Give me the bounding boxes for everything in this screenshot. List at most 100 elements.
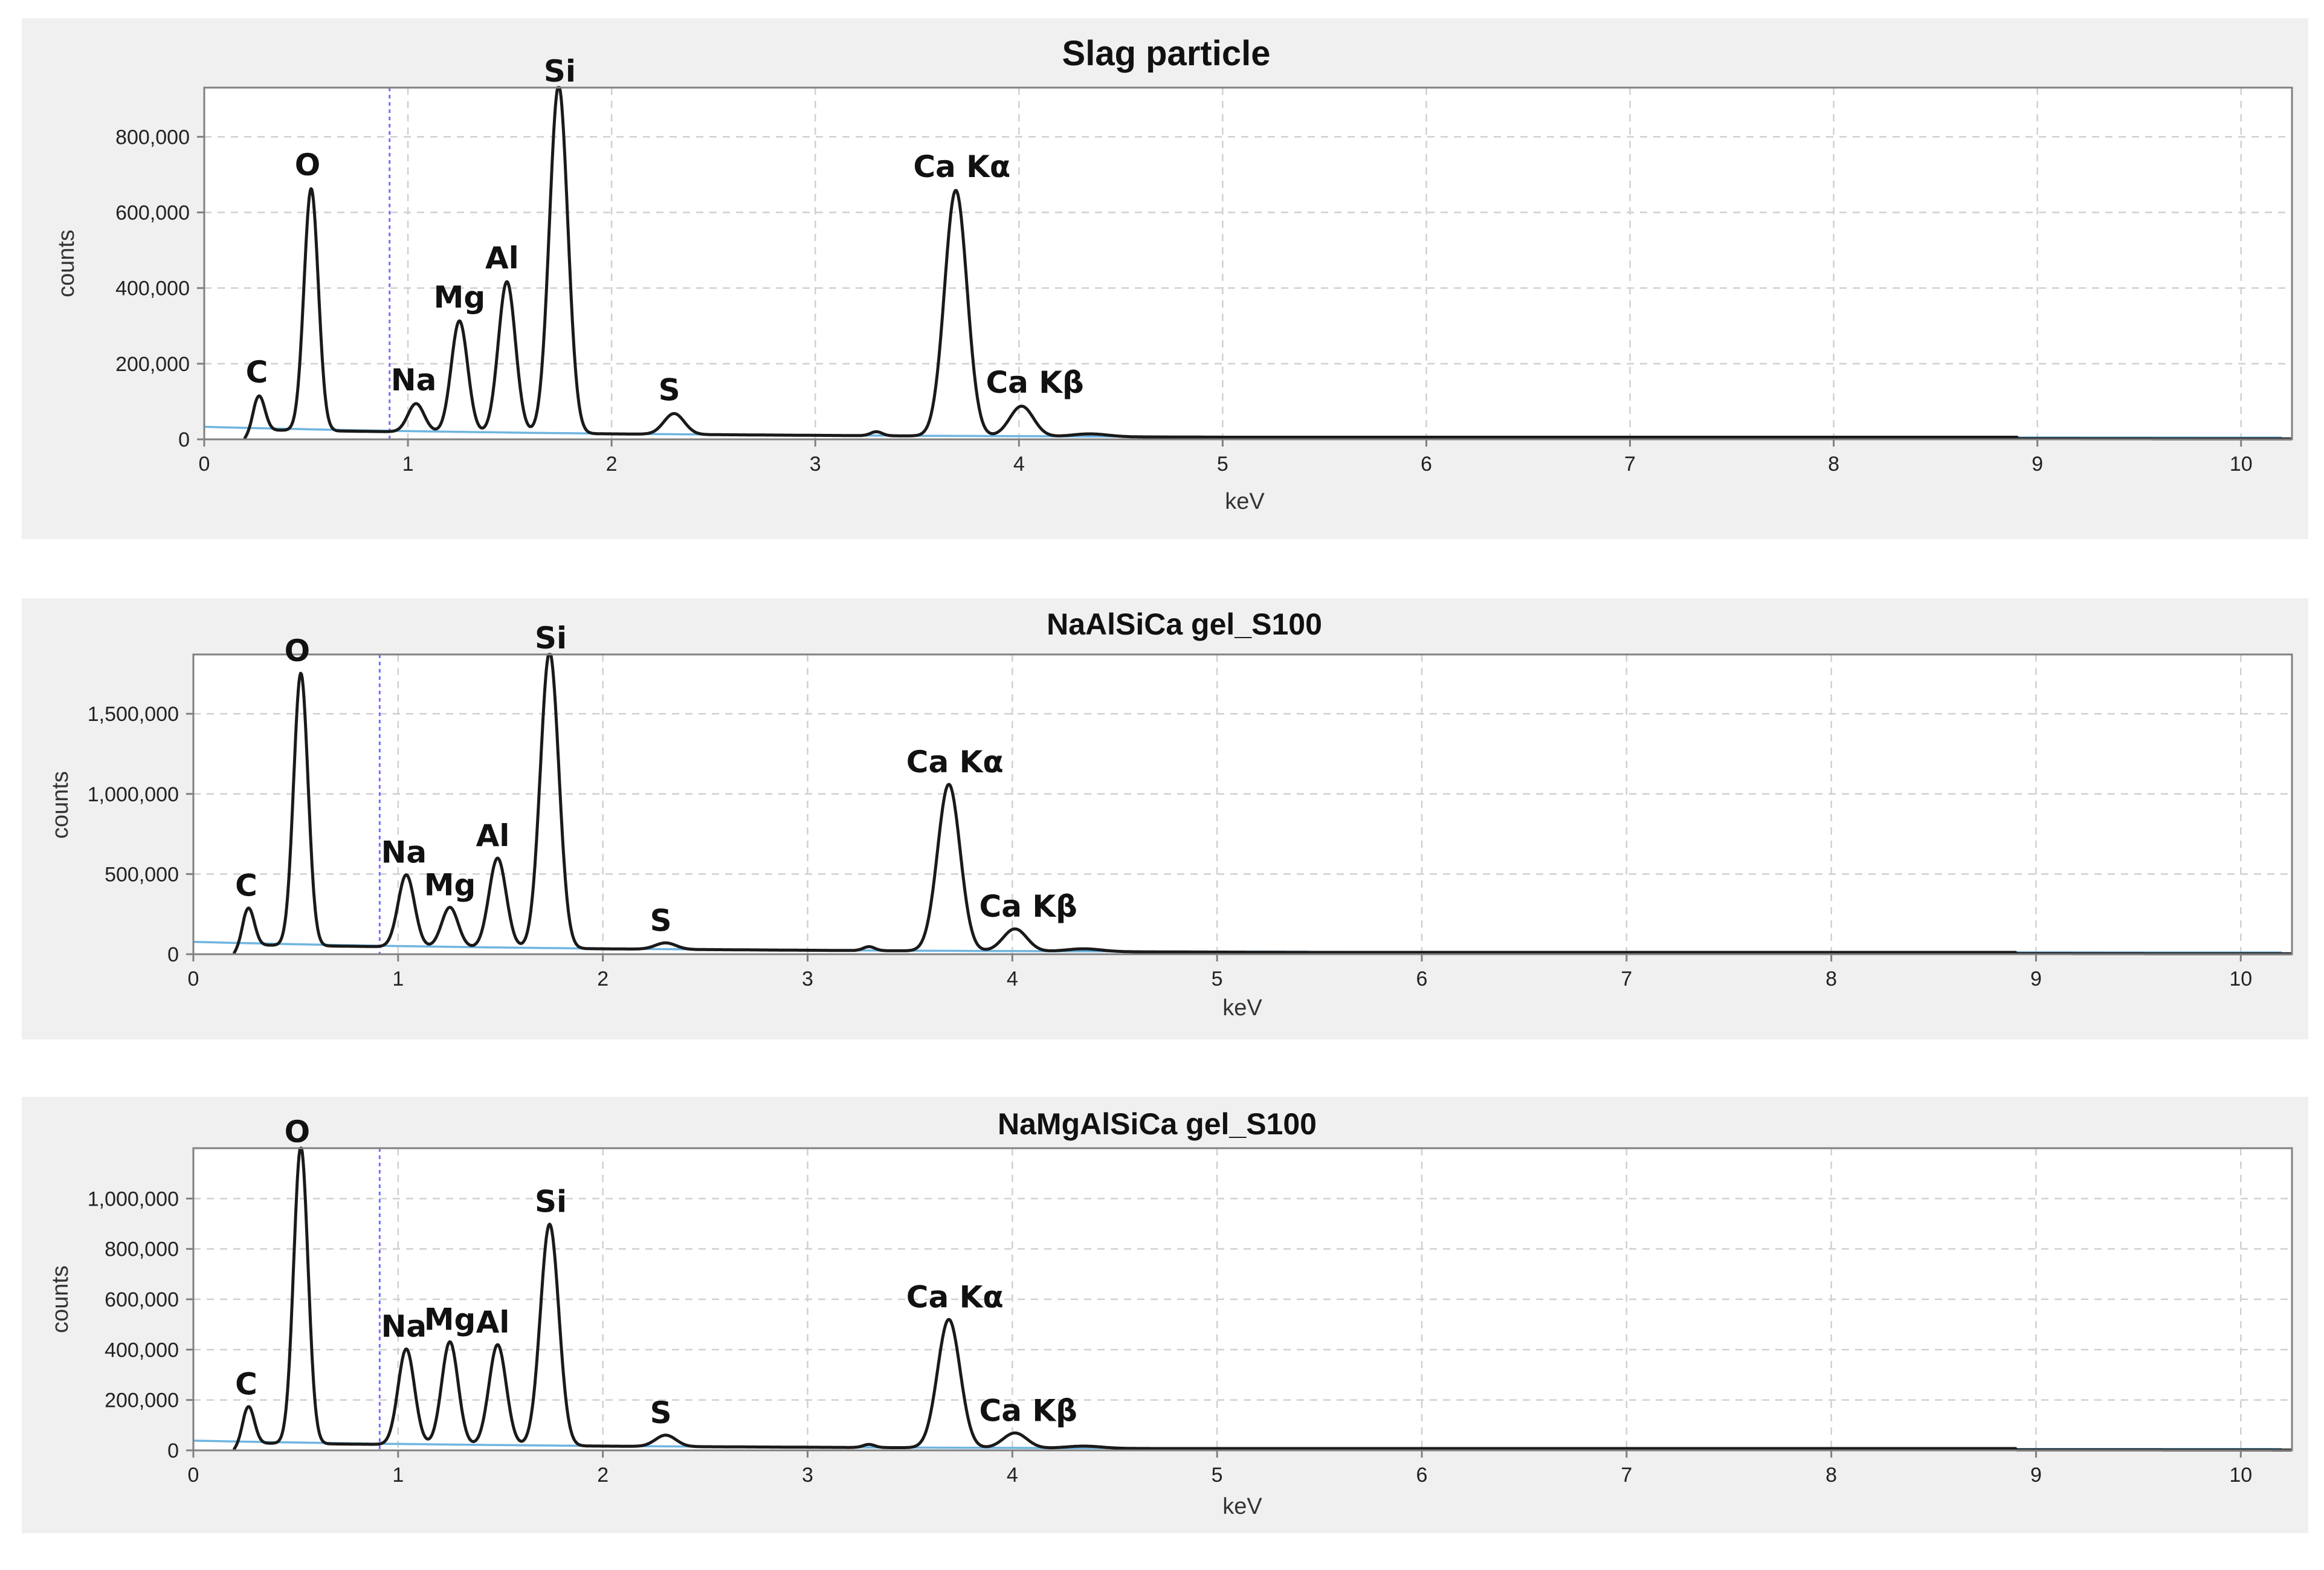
spectrum-line <box>233 1146 2293 1452</box>
peak-label: Ca Kβ <box>986 365 1083 400</box>
peak-label: Ca Kβ <box>980 1393 1077 1428</box>
peak-label: Al <box>485 241 519 276</box>
peak-label: O <box>285 1114 311 1149</box>
x-tick-label: 1 <box>392 1464 404 1487</box>
peak-label: Mg <box>434 280 486 315</box>
grid-lines <box>193 1148 2292 1450</box>
peak-label: Ca Kα <box>906 745 1004 780</box>
x-tick-label: 4 <box>1007 968 1018 990</box>
x-tick-label: 4 <box>1007 1464 1018 1487</box>
x-axis-label: keV <box>1222 1494 1262 1519</box>
chart-title: NaAlSiCa gel_S100 <box>1047 607 1322 641</box>
peak-label: Mg <box>424 1302 476 1337</box>
peak-label: C <box>235 1367 257 1402</box>
chart-panel-namgalsica: 0 1 2 3 4 5 6 7 8 9 10 0 200,000 400,000 600,000 800,0… <box>22 1097 2308 1533</box>
y-tick-label: 600,000 <box>105 1288 179 1311</box>
y-tick-label: 200,000 <box>115 353 190 376</box>
y-tick-label: 400,000 <box>105 1339 179 1362</box>
x-tick-label: 0 <box>188 968 199 990</box>
peak-labels: C O Na Mg Al Si S Ca Kα Ca Kβ <box>246 54 1084 407</box>
y-tick-label: 500,000 <box>105 863 179 886</box>
x-axis-ticks: 0 1 2 3 4 5 6 7 8 9 10 <box>199 439 2253 476</box>
x-axis-ticks: 0 1 2 3 4 5 6 7 8 9 10 <box>188 954 2252 990</box>
x-tick-label: 7 <box>1621 1464 1632 1487</box>
x-tick-label: 2 <box>597 968 608 990</box>
x-tick-label: 10 <box>2230 453 2253 476</box>
y-tick-label: 1,000,000 <box>88 1187 179 1210</box>
y-tick-label: 0 <box>178 428 190 451</box>
y-axis-label: counts <box>48 1265 73 1333</box>
chart-title: NaMgAlSiCa gel_S100 <box>998 1107 1317 1141</box>
x-tick-label: 9 <box>2030 1464 2042 1487</box>
y-axis-ticks: 0 500,000 1,000,000 1,500,000 <box>88 703 193 966</box>
y-tick-label: 1,000,000 <box>88 783 179 806</box>
peak-label: Na <box>391 363 437 398</box>
x-tick-label: 1 <box>402 453 414 476</box>
spectrum-line <box>243 86 2293 441</box>
peak-label: Al <box>476 818 510 853</box>
peak-labels: C O NaMgAl Si S Ca Kα Ca Kβ <box>235 621 1077 938</box>
y-axis-ticks: 0 200,000 400,000 600,000 800,000 1,000,000 <box>88 1187 193 1462</box>
x-tick-label: 4 <box>1013 453 1025 476</box>
x-tick-label: 9 <box>2032 453 2043 476</box>
x-tick-label: 6 <box>1421 453 1432 476</box>
peak-label: S <box>659 372 680 407</box>
plot-border <box>203 86 2293 441</box>
x-tick-label: 2 <box>606 453 618 476</box>
peak-label: Si <box>535 1184 567 1219</box>
x-tick-label: 3 <box>802 968 813 990</box>
peak-label: Na <box>381 835 427 870</box>
y-axis-ticks: 0 200,000 400,000 600,000 800,000 <box>115 126 204 451</box>
y-tick-label: 200,000 <box>105 1389 179 1412</box>
y-tick-label: 1,500,000 <box>88 703 179 726</box>
peak-label: Ca Kα <box>913 149 1010 184</box>
x-tick-label: 8 <box>1825 1464 1837 1487</box>
x-tick-label: 10 <box>2229 968 2252 990</box>
x-tick-label: 8 <box>1825 968 1837 990</box>
x-tick-label: 7 <box>1624 453 1636 476</box>
x-tick-label: 10 <box>2229 1464 2252 1487</box>
peak-label: Na <box>381 1309 427 1344</box>
x-tick-label: 0 <box>188 1464 199 1487</box>
peak-label: Ca Kα <box>906 1279 1004 1314</box>
x-tick-label: 9 <box>2030 968 2042 990</box>
x-tick-label: 3 <box>810 453 821 476</box>
peak-label: C <box>235 868 257 903</box>
peak-label: Ca Kβ <box>980 889 1077 924</box>
x-axis-label: keV <box>1222 995 1262 1021</box>
x-tick-label: 3 <box>802 1464 813 1487</box>
x-tick-label: 2 <box>597 1464 608 1487</box>
peak-label: S <box>650 1395 672 1430</box>
x-axis-ticks: 0 1 2 3 4 5 6 7 8 9 10 <box>188 1450 2252 1487</box>
y-tick-label: 600,000 <box>115 202 190 225</box>
x-tick-label: 5 <box>1212 1464 1223 1487</box>
chart-panel-naalsica: 0 1 2 3 4 5 6 7 8 9 10 0500,0001,000,0001,500,000 … <box>22 598 2308 1039</box>
y-axis-label: counts <box>48 771 73 839</box>
y-tick-label: 800,000 <box>105 1238 179 1261</box>
peak-label: Mg <box>424 867 476 902</box>
x-tick-label: 0 <box>199 453 210 476</box>
x-tick-label: 5 <box>1217 453 1228 476</box>
y-axis-label: counts <box>54 230 79 297</box>
chart-title: Slag particle <box>1062 34 1271 73</box>
plot-border <box>192 653 2293 955</box>
peak-label: O <box>285 633 311 668</box>
y-tick-label: 0 <box>167 1439 179 1462</box>
peak-label: S <box>650 903 672 938</box>
peak-label: O <box>295 147 321 183</box>
peak-label: Si <box>535 621 567 656</box>
peak-label: Al <box>476 1305 510 1340</box>
x-tick-label: 6 <box>1416 1464 1428 1487</box>
chart-panel-slag: 0 1 2 3 4 5 6 7 8 9 10 0 200,000 400,000 600,000 800,0… <box>22 18 2308 539</box>
x-tick-label: 8 <box>1828 453 1839 476</box>
peak-label: C <box>246 355 268 390</box>
x-tick-label: 5 <box>1212 968 1223 990</box>
y-tick-label: 800,000 <box>115 126 190 149</box>
spectrum-line <box>233 653 2293 955</box>
x-axis-label: keV <box>1225 489 1265 514</box>
x-tick-label: 7 <box>1621 968 1632 990</box>
peak-label: Si <box>544 54 576 89</box>
x-tick-label: 6 <box>1416 968 1428 990</box>
